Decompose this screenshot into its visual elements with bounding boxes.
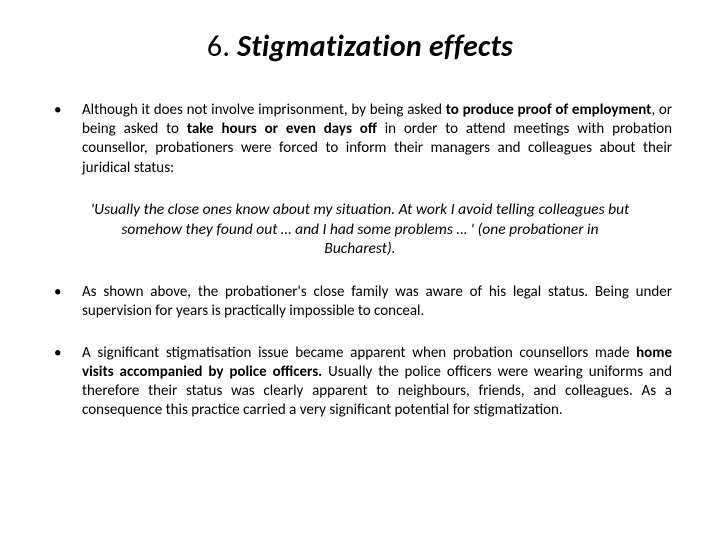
bullet-2-text: As shown above, the probationer's close … [82, 283, 672, 320]
bullet-1: Although it does not involve imprisonmen… [48, 101, 672, 178]
bullet-3: A significant stigmatisation issue becam… [48, 344, 672, 421]
title-text: Stigmatization effects [237, 28, 513, 65]
bullet-2: As shown above, the probationer's close … [48, 283, 672, 321]
title-number: 6. [207, 28, 230, 65]
quote-block: 'Usually the close ones know about my si… [60, 200, 660, 259]
bullet-1-seg4: take hours or even days off [187, 120, 377, 138]
bullet-list-2: As shown above, the probationer's close … [48, 283, 672, 420]
bullet-1-seg2: to produce proof of employment [446, 101, 652, 119]
bullet-3-seg1: A significant stigmatisation issue becam… [82, 344, 636, 362]
slide: 6. Stigmatization effects Although it do… [0, 0, 720, 540]
bullet-list-1: Although it does not involve imprisonmen… [48, 101, 672, 178]
slide-title: 6. Stigmatization effects [48, 28, 672, 65]
bullet-1-seg1: Although it does not involve imprisonmen… [82, 101, 446, 119]
